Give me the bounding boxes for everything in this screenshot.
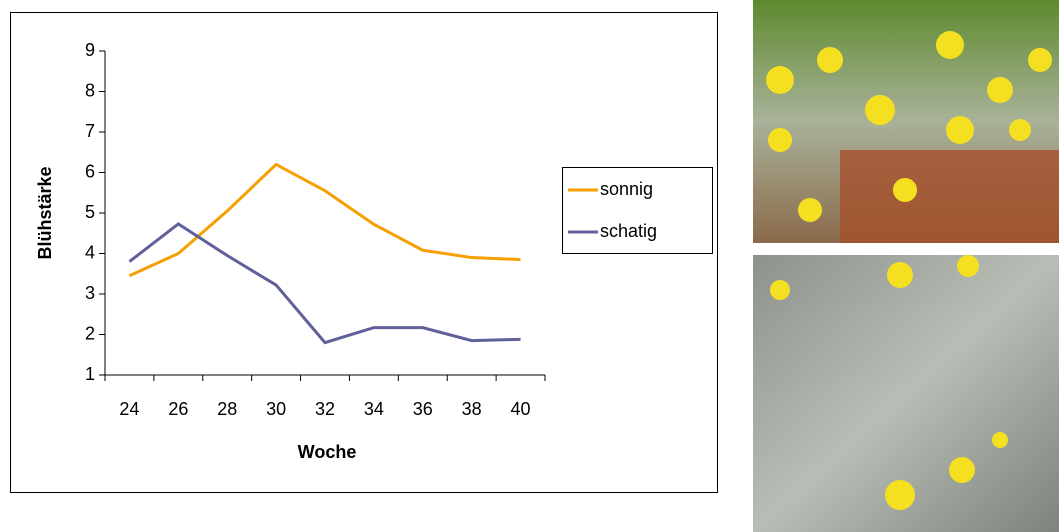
y-tick-label: 3 [85, 283, 95, 303]
y-tick-label: 7 [85, 121, 95, 141]
x-tick-label: 38 [462, 399, 482, 419]
x-tick-label: 28 [217, 399, 237, 419]
x-tick-label: 40 [511, 399, 531, 419]
x-axis-label: Woche [298, 442, 357, 462]
x-tick-label: 32 [315, 399, 335, 419]
legend-label: sonnig [600, 179, 653, 199]
legend-label: schatig [600, 221, 657, 241]
y-tick-label: 9 [85, 40, 95, 60]
x-tick-label: 30 [266, 399, 286, 419]
photo-top [753, 0, 1059, 243]
y-tick-label: 2 [85, 323, 95, 343]
y-axis-label: Blühstärke [35, 166, 55, 259]
y-tick-label: 5 [85, 202, 95, 222]
legend [562, 167, 713, 254]
series-line [128, 222, 521, 345]
photo-bottom [753, 255, 1059, 532]
y-tick-label: 4 [85, 242, 95, 262]
x-tick-label: 36 [413, 399, 433, 419]
x-tick-label: 34 [364, 399, 384, 419]
series-line [128, 162, 521, 278]
y-tick-label: 6 [85, 161, 95, 181]
x-tick-label: 24 [119, 399, 139, 419]
y-tick-label: 1 [85, 364, 95, 384]
y-tick-label: 8 [85, 80, 95, 100]
x-tick-label: 26 [168, 399, 188, 419]
